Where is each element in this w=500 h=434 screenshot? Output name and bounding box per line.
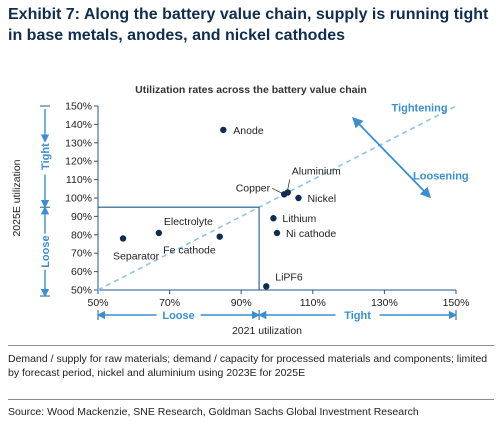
- point-label: Separator: [113, 250, 160, 262]
- y-tick-label: 70%: [71, 248, 92, 260]
- y-axis-title: 2025E utilization: [11, 159, 23, 236]
- source-line: Source: Wood Mackenzie, SNE Research, Go…: [8, 406, 419, 418]
- y-tick-label: 100%: [65, 193, 92, 205]
- y-tick-label: 50%: [71, 285, 92, 297]
- data-point: [270, 215, 277, 222]
- tightening-label: Tightening: [392, 103, 448, 115]
- x-tight-label: Tight: [344, 310, 371, 322]
- y-tick-label: 60%: [71, 266, 92, 278]
- y-tick-label: 150%: [65, 101, 92, 113]
- point-label: Anode: [233, 125, 264, 137]
- loosening-label: Loosening: [413, 171, 469, 183]
- x-axis-title: 2021 utilization: [232, 325, 302, 337]
- point-label: Electrolyte: [164, 216, 213, 228]
- chart-title: Utilization rates across the battery val…: [135, 84, 367, 96]
- y-tight-label: Tight: [40, 143, 52, 170]
- x-tick-label: 130%: [371, 297, 398, 309]
- x-tick-label: 90%: [231, 297, 252, 309]
- data-point: [295, 194, 302, 202]
- x-tick-label: 110%: [300, 297, 326, 309]
- copper-leader-line: [271, 187, 283, 194]
- divider: [8, 345, 494, 346]
- data-point: [273, 229, 281, 237]
- point-label: Lithium: [282, 213, 316, 225]
- data-point: [280, 191, 288, 198]
- y-tick-label: 80%: [71, 229, 92, 241]
- y-tick-label: 110%: [66, 174, 92, 186]
- point-label: Copper: [236, 182, 271, 194]
- chart-note: Demand / supply for raw materials; deman…: [8, 353, 488, 379]
- point-label: LiPF6: [275, 271, 303, 283]
- data-point: [220, 126, 227, 134]
- y-tick-label: 140%: [65, 119, 92, 131]
- data-point: [216, 233, 223, 240]
- x-tick-label: 70%: [159, 297, 180, 309]
- scatter-chart: 50% 60% 70% 80% 90% 100% 110% 120% 130% 140% 150% 5…: [11, 101, 470, 338]
- exhibit-title: Exhibit 7: Along the battery value chain…: [8, 6, 489, 44]
- data-point: [263, 283, 270, 290]
- divider: [8, 399, 494, 400]
- y-loose-label: Loose: [40, 235, 52, 267]
- y-tick-label: 130%: [65, 137, 92, 149]
- y-tick-label: 120%: [65, 156, 92, 168]
- point-label: Aluminium: [292, 165, 341, 177]
- data-point: [119, 235, 127, 242]
- tightening-loosening-arrow: [351, 116, 432, 199]
- y-tick-label: 90%: [71, 211, 92, 223]
- point-label: Nickel: [307, 193, 336, 205]
- x-tick-label: 50%: [87, 297, 108, 309]
- x-tick-label: 150%: [443, 297, 470, 309]
- aluminium-leader-line: [287, 179, 291, 190]
- x-loose-label: Loose: [162, 310, 194, 322]
- point-label: Fe cathode: [163, 245, 216, 257]
- point-label: Ni cathode: [286, 228, 336, 240]
- data-point: [155, 229, 163, 237]
